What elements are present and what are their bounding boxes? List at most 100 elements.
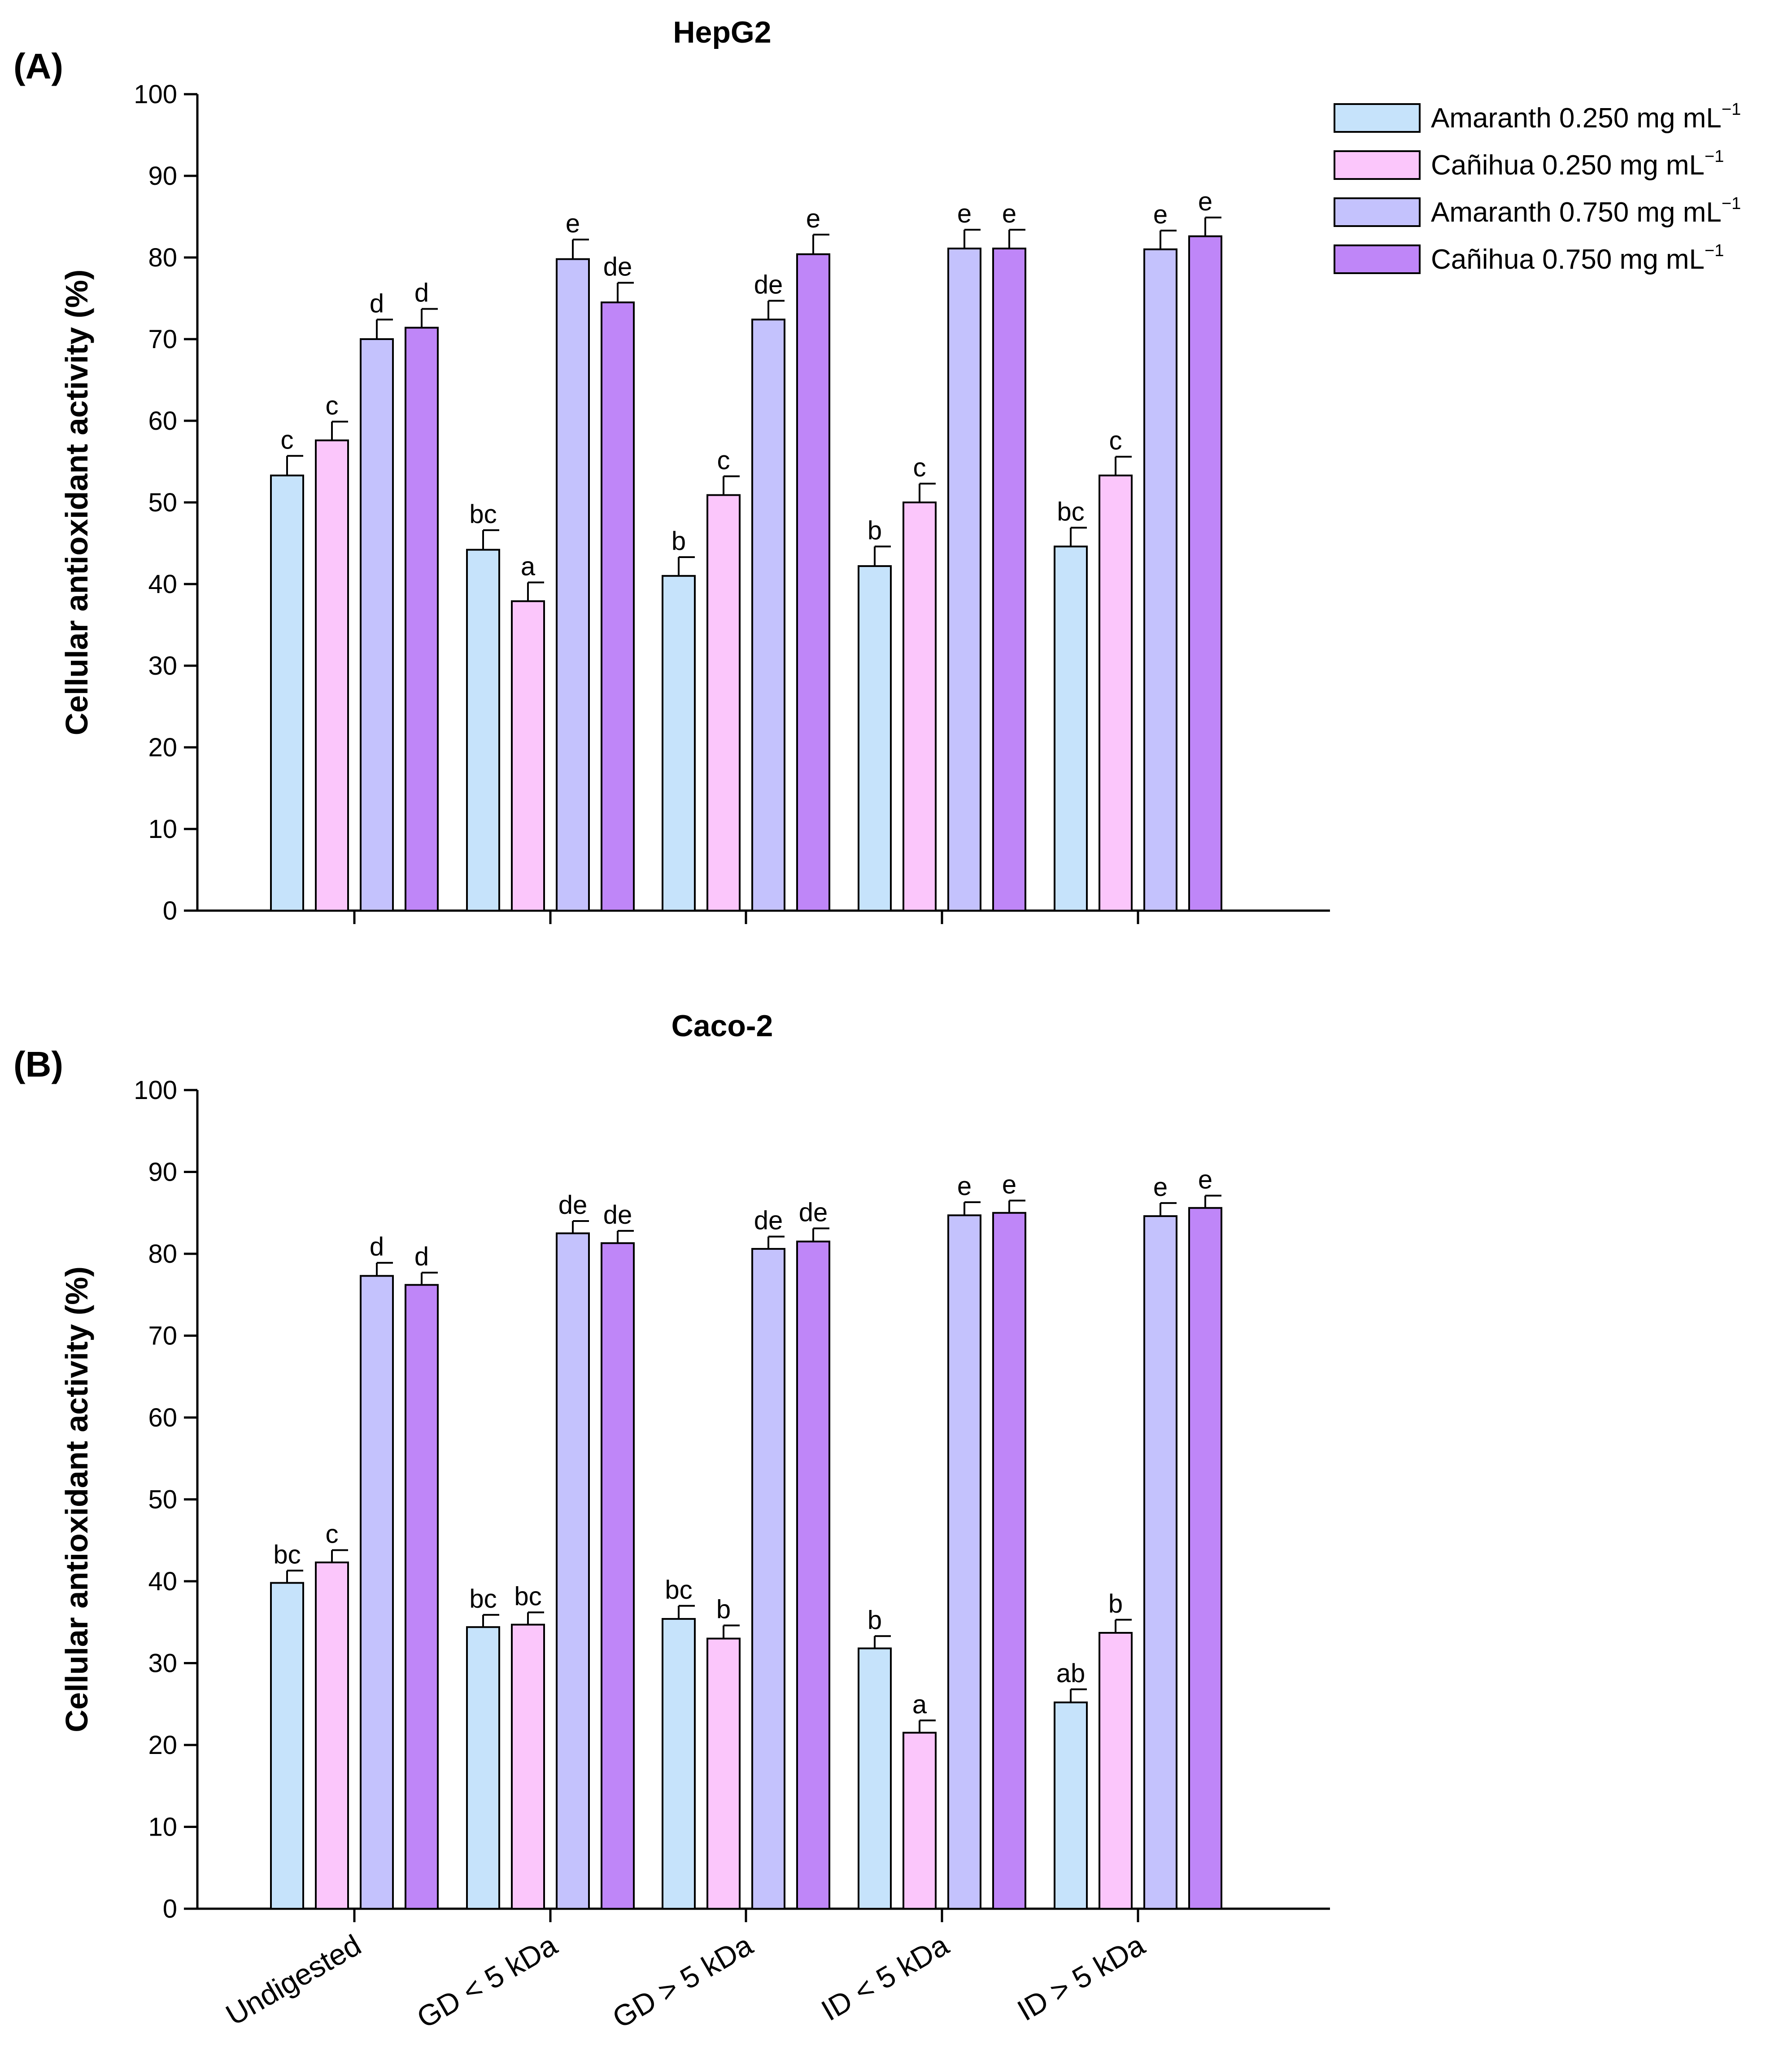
bar (601, 301, 635, 912)
significance-letter: d (414, 1242, 429, 1271)
significance-letter: de (754, 1206, 783, 1235)
significance-letter: bc (665, 1575, 692, 1605)
significance-letter: de (558, 1191, 588, 1220)
significance-letter: bc (273, 1540, 301, 1569)
y-tick-label: 90 (148, 1158, 177, 1187)
significance-letter: c (326, 1520, 339, 1549)
significance-letter: e (806, 204, 820, 233)
panel-title: HepG2 (673, 15, 771, 49)
bar (270, 1582, 304, 1910)
legend-entry: Amaranth 0.250 mg mL−1 (1431, 100, 1741, 134)
panel-b: Caco-2 (B) Cellular antioxidant activity (… (13, 1009, 1330, 2034)
y-tick-label: 20 (148, 1731, 177, 1760)
significance-letter: de (799, 1198, 828, 1227)
bar (796, 1240, 830, 1910)
significance-letter: ab (1056, 1659, 1086, 1688)
significance-letter: b (868, 516, 882, 545)
significance-letter: e (1002, 1170, 1016, 1199)
bar (903, 1732, 937, 1910)
y-tick-label: 40 (148, 570, 177, 599)
significance-letter: e (957, 199, 972, 228)
bar (405, 1284, 439, 1910)
significance-letter: de (603, 1200, 632, 1230)
bar (1143, 248, 1177, 912)
bar (360, 338, 394, 912)
bar (751, 318, 785, 912)
significance-letter: d (370, 1232, 384, 1261)
significance-letter: e (1002, 199, 1016, 228)
legend-entry-label: Cañihua 0.750 mg mL (1431, 244, 1705, 275)
y-tick-label: 30 (148, 1649, 177, 1678)
significance-letter: c (281, 425, 294, 454)
bar (405, 327, 439, 912)
significance-letter: bc (514, 1582, 541, 1611)
significance-letter: d (370, 289, 384, 318)
bar (751, 1248, 785, 1910)
legend-entry: Amaranth 0.750 mg mL−1 (1431, 194, 1741, 228)
legend-entry-superscript: −1 (1705, 241, 1724, 260)
y-tick-label: 60 (148, 1403, 177, 1432)
y-tick-label: 10 (148, 815, 177, 844)
y-tick-label: 0 (163, 1894, 177, 1924)
significance-letter: c (326, 391, 339, 420)
significance-letter: c (913, 453, 926, 482)
significance-letter: bc (469, 500, 497, 529)
bar (466, 1626, 500, 1910)
bar (1054, 1701, 1088, 1910)
legend-entry-superscript: −1 (1722, 100, 1741, 119)
y-tick-label: 40 (148, 1567, 177, 1596)
bar (511, 1623, 545, 1910)
bar (947, 247, 981, 912)
significance-letter: b (671, 527, 686, 556)
y-tick-label: 80 (148, 1239, 177, 1269)
bar (858, 565, 892, 912)
y-tick-label: 50 (148, 488, 177, 517)
panel-label: (B) (13, 1044, 63, 1084)
bar (1054, 545, 1088, 912)
bar (1099, 474, 1133, 912)
bar (1188, 1207, 1222, 1910)
y-tick-label: 100 (134, 80, 177, 109)
bar (601, 1242, 635, 1910)
legend-swatch (1334, 150, 1421, 180)
x-tick-label: GD < 5 kDa (411, 1928, 562, 2035)
y-axis-label: Cellular antioxidant activity (%) (59, 270, 94, 736)
significance-letter: bc (1057, 497, 1084, 526)
bar (1188, 235, 1222, 912)
legend-swatch (1334, 197, 1421, 227)
significance-letter: e (957, 1172, 972, 1201)
y-tick-label: 60 (148, 406, 177, 436)
significance-letter: e (1198, 1165, 1212, 1194)
bar (858, 1647, 892, 1910)
significance-letter: a (521, 552, 536, 581)
bar (466, 549, 500, 912)
significance-letter: e (1153, 200, 1168, 229)
bar (511, 600, 545, 912)
bar (1143, 1215, 1177, 1910)
significance-letter: e (1198, 187, 1212, 216)
bar (706, 1637, 741, 1910)
bar (315, 1562, 349, 1910)
significance-letter: bc (469, 1584, 497, 1614)
legend-entry: Cañihua 0.750 mg mL−1 (1431, 241, 1724, 275)
significance-letter: de (754, 270, 783, 299)
bar (270, 474, 304, 912)
significance-letter: de (603, 252, 632, 281)
panel-label: (A) (13, 46, 63, 86)
bar (992, 247, 1026, 912)
legend-entry-superscript: −1 (1705, 147, 1724, 166)
bar (662, 575, 696, 912)
x-tick-label: ID < 5 kDa (815, 1928, 954, 2027)
x-tick-label: GD > 5 kDa (607, 1928, 758, 2035)
legend-entry-label: Cañihua 0.250 mg mL (1431, 150, 1705, 181)
y-tick-label: 10 (148, 1813, 177, 1842)
y-tick-label: 90 (148, 161, 177, 191)
legend-entry-label: Amaranth 0.750 mg mL (1431, 197, 1722, 228)
bar (360, 1275, 394, 1910)
significance-letter: e (566, 209, 580, 238)
legend: Amaranth 0.250 mg mL−1 Cañihua 0.250 mg m… (1334, 100, 1741, 275)
y-tick-label: 20 (148, 733, 177, 762)
y-tick-label: 70 (148, 1322, 177, 1351)
legend-swatch (1334, 103, 1421, 133)
y-tick-label: 70 (148, 325, 177, 354)
